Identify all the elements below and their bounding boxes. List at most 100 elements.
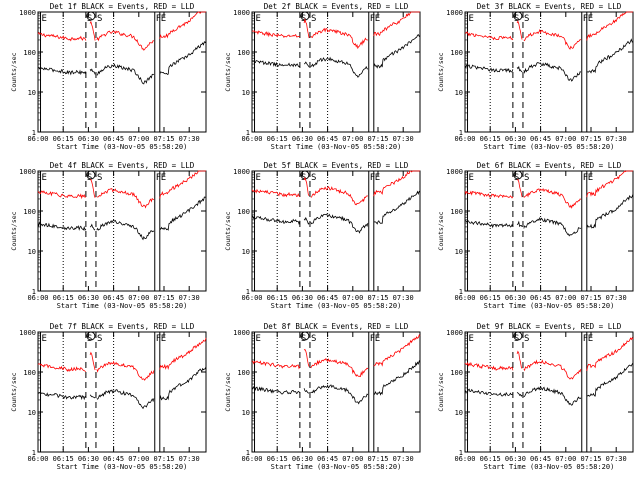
- xtick-label: 06:15: [480, 455, 501, 463]
- xtick-label: 07:30: [393, 135, 414, 143]
- plot-frame: [37, 170, 207, 292]
- marker-label-F: F: [370, 334, 375, 344]
- panel-3: Det 3f BLACK = Events, RED = LLD 1 10 100 10…: [437, 2, 634, 151]
- marker-label-S: S: [524, 173, 529, 183]
- xtick-label: 06:15: [480, 135, 501, 143]
- panel-title: Det 3f BLACK = Events, RED = LLD: [477, 2, 622, 11]
- plot-frame: [37, 331, 207, 453]
- xtick-label: 07:00: [128, 455, 149, 463]
- ytick-label: 1: [459, 288, 463, 296]
- xtick-label: 06:00: [27, 135, 48, 143]
- ytick-label: 10: [28, 248, 36, 256]
- marker-label-E: E: [42, 334, 47, 344]
- ytick-label: 10: [455, 248, 463, 256]
- marker-label-E: E: [256, 173, 261, 183]
- ytick-label: 1000: [446, 329, 463, 337]
- xtick-label: 06:15: [267, 135, 288, 143]
- lld-series-line: [464, 170, 633, 209]
- events-series-line: [37, 41, 207, 85]
- events-series-line: [251, 33, 421, 78]
- xtick-label: 07:00: [342, 135, 363, 143]
- marker-label-S: S: [301, 173, 306, 183]
- xtick-label: 07:30: [393, 294, 414, 302]
- xtick-label: 06:00: [454, 135, 475, 143]
- marker-label-E: E: [42, 14, 47, 24]
- panel-title: Det 8f BLACK = Events, RED = LLD: [264, 322, 409, 331]
- xtick-label: 06:30: [78, 455, 99, 463]
- marker-label-S: S: [524, 14, 529, 24]
- y-axis-label: Counts/sec: [10, 211, 18, 250]
- marker-label-F: F: [583, 173, 588, 183]
- x-axis-label: Start Time (03-Nov-05 05:58:20): [484, 143, 615, 151]
- events-series-line: [37, 196, 206, 241]
- panel-7: Det 7f BLACK = Events, RED = LLD 1 10 100 10…: [10, 322, 207, 471]
- circle-marker: [513, 11, 523, 21]
- x-axis-label: Start Time (03-Nov-05 05:58:20): [271, 143, 402, 151]
- circle-marker: [86, 170, 96, 180]
- xtick-label: 06:00: [241, 294, 262, 302]
- ytick-label: 10: [28, 89, 36, 97]
- panel-title: Det 1f BLACK = Events, RED = LLD: [50, 2, 195, 11]
- panel-title: Det 5f BLACK = Events, RED = LLD: [264, 161, 409, 170]
- xtick-label: 06:30: [292, 135, 313, 143]
- xtick-label: 07:15: [580, 294, 601, 302]
- xtick-label: 06:45: [317, 135, 338, 143]
- xtick-label: 06:15: [267, 294, 288, 302]
- marker-label-F: F: [583, 334, 588, 344]
- marker-label-E: E: [42, 173, 47, 183]
- xtick-label: 06:30: [292, 455, 313, 463]
- marker-label-E: E: [256, 334, 261, 344]
- marker-label-S: S: [301, 334, 306, 344]
- xtick-label: 07:15: [367, 294, 388, 302]
- xtick-label: 06:45: [317, 294, 338, 302]
- plot-frame: [464, 331, 634, 453]
- events-series-line: [37, 366, 207, 410]
- marker-label-E: E: [375, 14, 380, 24]
- ytick-label: 1000: [19, 329, 36, 337]
- marker-label-F: F: [370, 14, 375, 24]
- ytick-label: 1: [246, 129, 250, 137]
- circle-marker: [86, 11, 96, 21]
- y-axis-label: Counts/sec: [437, 372, 445, 411]
- xtick-label: 06:00: [454, 294, 475, 302]
- xtick-label: 07:00: [342, 294, 363, 302]
- ytick-label: 1: [32, 129, 36, 137]
- xtick-label: 07:00: [555, 135, 576, 143]
- marker-label-E: E: [588, 334, 593, 344]
- xtick-label: 06:30: [505, 294, 526, 302]
- marker-label-S: S: [524, 334, 529, 344]
- xtick-label: 07:00: [128, 135, 149, 143]
- panel-2: Det 2f BLACK = Events, RED = LLD 1 10 100 10…: [224, 2, 421, 151]
- ytick-label: 1: [32, 449, 36, 457]
- xtick-label: 06:00: [27, 294, 48, 302]
- marker-label-F: F: [156, 173, 161, 183]
- xtick-label: 06:30: [505, 135, 526, 143]
- lld-series-line: [251, 170, 420, 206]
- ytick-label: 1000: [446, 168, 463, 176]
- ytick-label: 1000: [19, 9, 36, 17]
- panel-title: Det 7f BLACK = Events, RED = LLD: [50, 322, 195, 331]
- marker-label-E: E: [469, 173, 474, 183]
- marker-label-S: S: [87, 334, 92, 344]
- ytick-label: 1: [246, 449, 250, 457]
- plot-frame: [251, 331, 421, 453]
- panel-4: Det 4f BLACK = Events, RED = LLD 1 10 100 10…: [10, 161, 207, 310]
- marker-label-E: E: [469, 334, 474, 344]
- circle-marker: [300, 331, 310, 341]
- xtick-label: 06:15: [53, 135, 74, 143]
- xtick-label: 06:00: [27, 455, 48, 463]
- y-axis-label: Counts/sec: [224, 52, 232, 91]
- panel-title: Det 9f BLACK = Events, RED = LLD: [477, 322, 622, 331]
- xtick-label: 07:15: [367, 135, 388, 143]
- events-series-line: [251, 190, 421, 234]
- xtick-label: 07:00: [128, 294, 149, 302]
- xtick-label: 07:15: [153, 455, 174, 463]
- xtick-label: 07:30: [606, 294, 627, 302]
- xtick-label: 06:45: [317, 455, 338, 463]
- lld-series-line: [251, 11, 420, 50]
- marker-label-S: S: [311, 173, 316, 183]
- marker-label-E: E: [161, 14, 166, 24]
- xtick-label: 06:00: [454, 455, 475, 463]
- plot-frame: [464, 11, 634, 133]
